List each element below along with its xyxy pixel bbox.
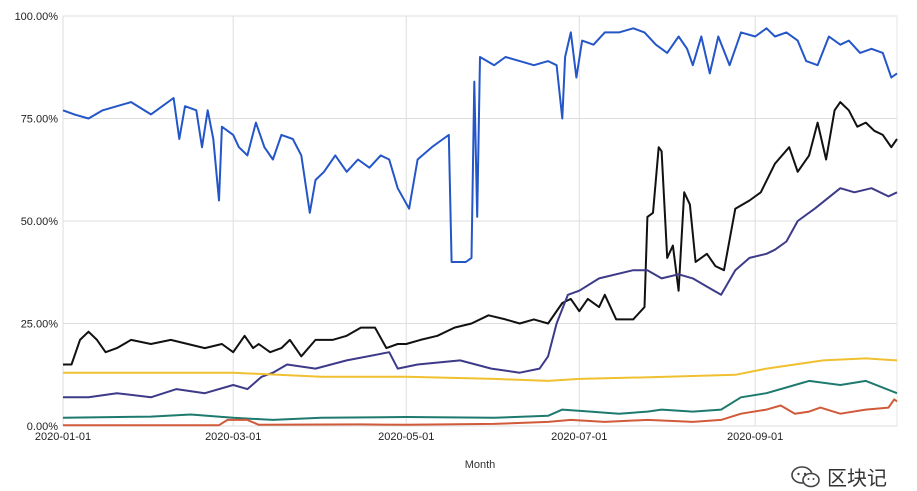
series-line	[63, 357, 898, 382]
x-tick-label: 2020-05-01	[378, 431, 434, 443]
series-line	[62, 379, 898, 421]
x-tick-label: 2020-01-01	[35, 431, 91, 443]
series-line	[62, 27, 898, 263]
x-tick-label: 2020-03-01	[205, 431, 261, 443]
y-tick-label: 0.00%	[27, 421, 58, 433]
x-axis-ticks: 2020-01-01 2020-03-01 2020-05-01 2020-07-01…	[35, 431, 783, 443]
watermark-text: 区块记	[827, 466, 887, 490]
x-tick-label: 2020-09-01	[727, 431, 783, 443]
x-axis-title: Month	[465, 459, 496, 471]
series-line	[63, 398, 898, 427]
series-line	[63, 101, 898, 366]
series-line	[63, 187, 898, 399]
y-axis-ticks: 0.00% 25.00% 50.00% 75.00% 100.00%	[15, 11, 59, 433]
y-tick-label: 75.00%	[21, 114, 59, 126]
y-tick-label: 25.00%	[21, 319, 59, 331]
y-tick-label: 50.00%	[21, 216, 59, 228]
wechat-icon	[791, 465, 820, 487]
y-tick-label: 100.00%	[15, 11, 59, 23]
x-tick-label: 2020-07-01	[551, 431, 607, 443]
series-lines	[62, 27, 898, 427]
watermark: 区块记	[791, 462, 887, 491]
grid	[62, 15, 898, 427]
